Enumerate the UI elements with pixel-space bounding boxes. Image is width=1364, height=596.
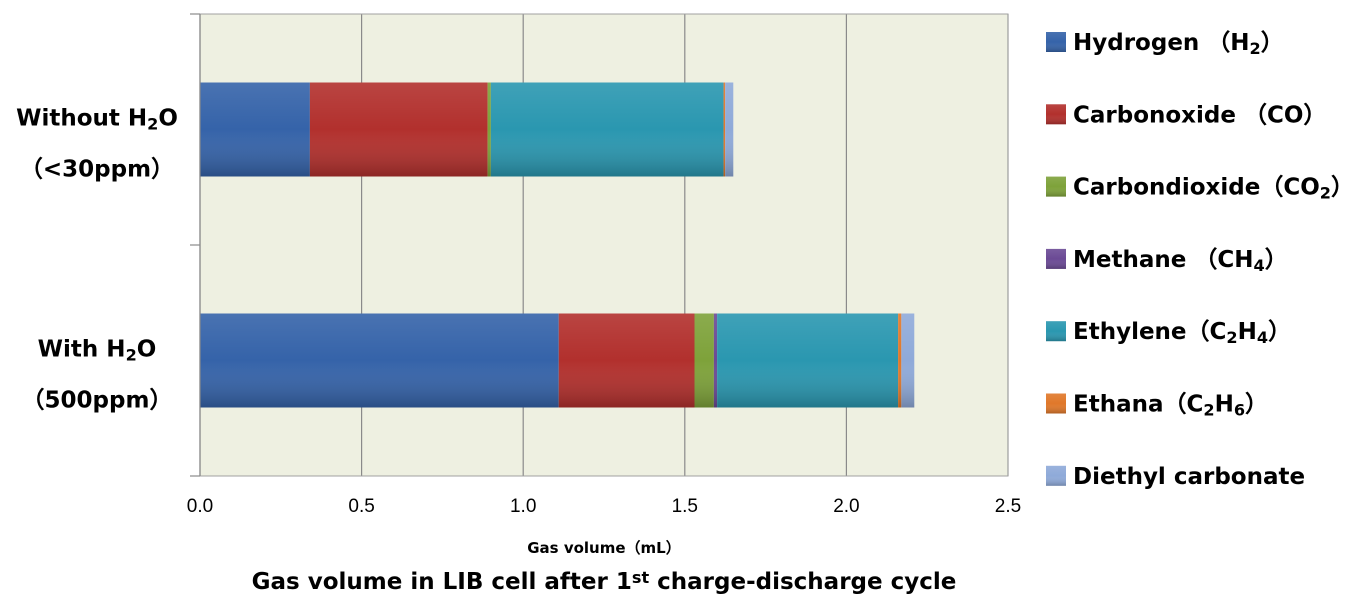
legend-label: Ethana（C2H6） — [1073, 391, 1268, 420]
bar-shade-1-1 — [558, 313, 695, 408]
x-tick-label: 0.0 — [187, 496, 213, 517]
bar-shade-1-4 — [717, 313, 899, 408]
x-tick-label: 2.5 — [995, 496, 1021, 517]
bar-shade-1-0 — [200, 313, 559, 408]
legend: Hydrogen （H2） Carbonoxide （CO） Carbondioxi… — [1046, 29, 1354, 490]
x-axis-title: Gas volume（mL） — [527, 539, 680, 557]
axes — [190, 13, 1009, 477]
bar-shade-0-6 — [725, 82, 734, 177]
legend-label: Carbondioxide（CO2） — [1073, 174, 1354, 203]
bar-shade-0-2 — [487, 82, 491, 177]
labels: 0.0 0.5 1.0 1.5 2.0 2.5 Without H2O （<30ppm） Wit… — [16, 106, 1021, 596]
bar-shade-0-1 — [309, 82, 488, 177]
bar-shade-1-3 — [713, 313, 718, 408]
bar-shade-1-6 — [901, 313, 915, 408]
bar-shade-1-2 — [694, 313, 714, 408]
legend-label: Ethylene（C2H4） — [1073, 318, 1291, 347]
chart-title: Gas volume in LIB cell after 1st charge-… — [252, 568, 957, 595]
legend-label: Hydrogen （H2） — [1073, 29, 1284, 58]
legend-swatch-shade — [1046, 393, 1066, 414]
bar-shade-0-0 — [200, 82, 310, 177]
legend-swatch-shade — [1046, 32, 1066, 52]
bar-shade-0-5 — [723, 82, 726, 177]
legend-label: Carbonoxide （CO） — [1073, 101, 1326, 128]
x-tick-label: 1.0 — [510, 496, 536, 517]
legend-label: Methane （CH4） — [1073, 246, 1288, 275]
bar-shade-0-4 — [490, 82, 724, 177]
legend-swatch-shade — [1046, 321, 1066, 342]
legend-swatch-shade — [1046, 248, 1066, 269]
legend-swatch-shade — [1046, 104, 1066, 125]
legend-swatch-shade — [1046, 465, 1066, 486]
category-label-line2: （<30ppm） — [20, 156, 174, 183]
bar-shade-1-5 — [898, 313, 902, 408]
legend-label: Diethyl carbonate — [1073, 464, 1305, 490]
legend-swatch-shade — [1046, 176, 1066, 197]
category-label-line1: With H2O — [38, 337, 157, 365]
x-tick-label: 0.5 — [348, 496, 374, 517]
category-label-line1: Without H2O — [16, 106, 178, 134]
category-label-line2: （500ppm） — [22, 387, 173, 414]
x-tick-label: 1.5 — [672, 496, 698, 517]
bars — [200, 82, 915, 408]
x-tick-label: 2.0 — [833, 496, 859, 517]
